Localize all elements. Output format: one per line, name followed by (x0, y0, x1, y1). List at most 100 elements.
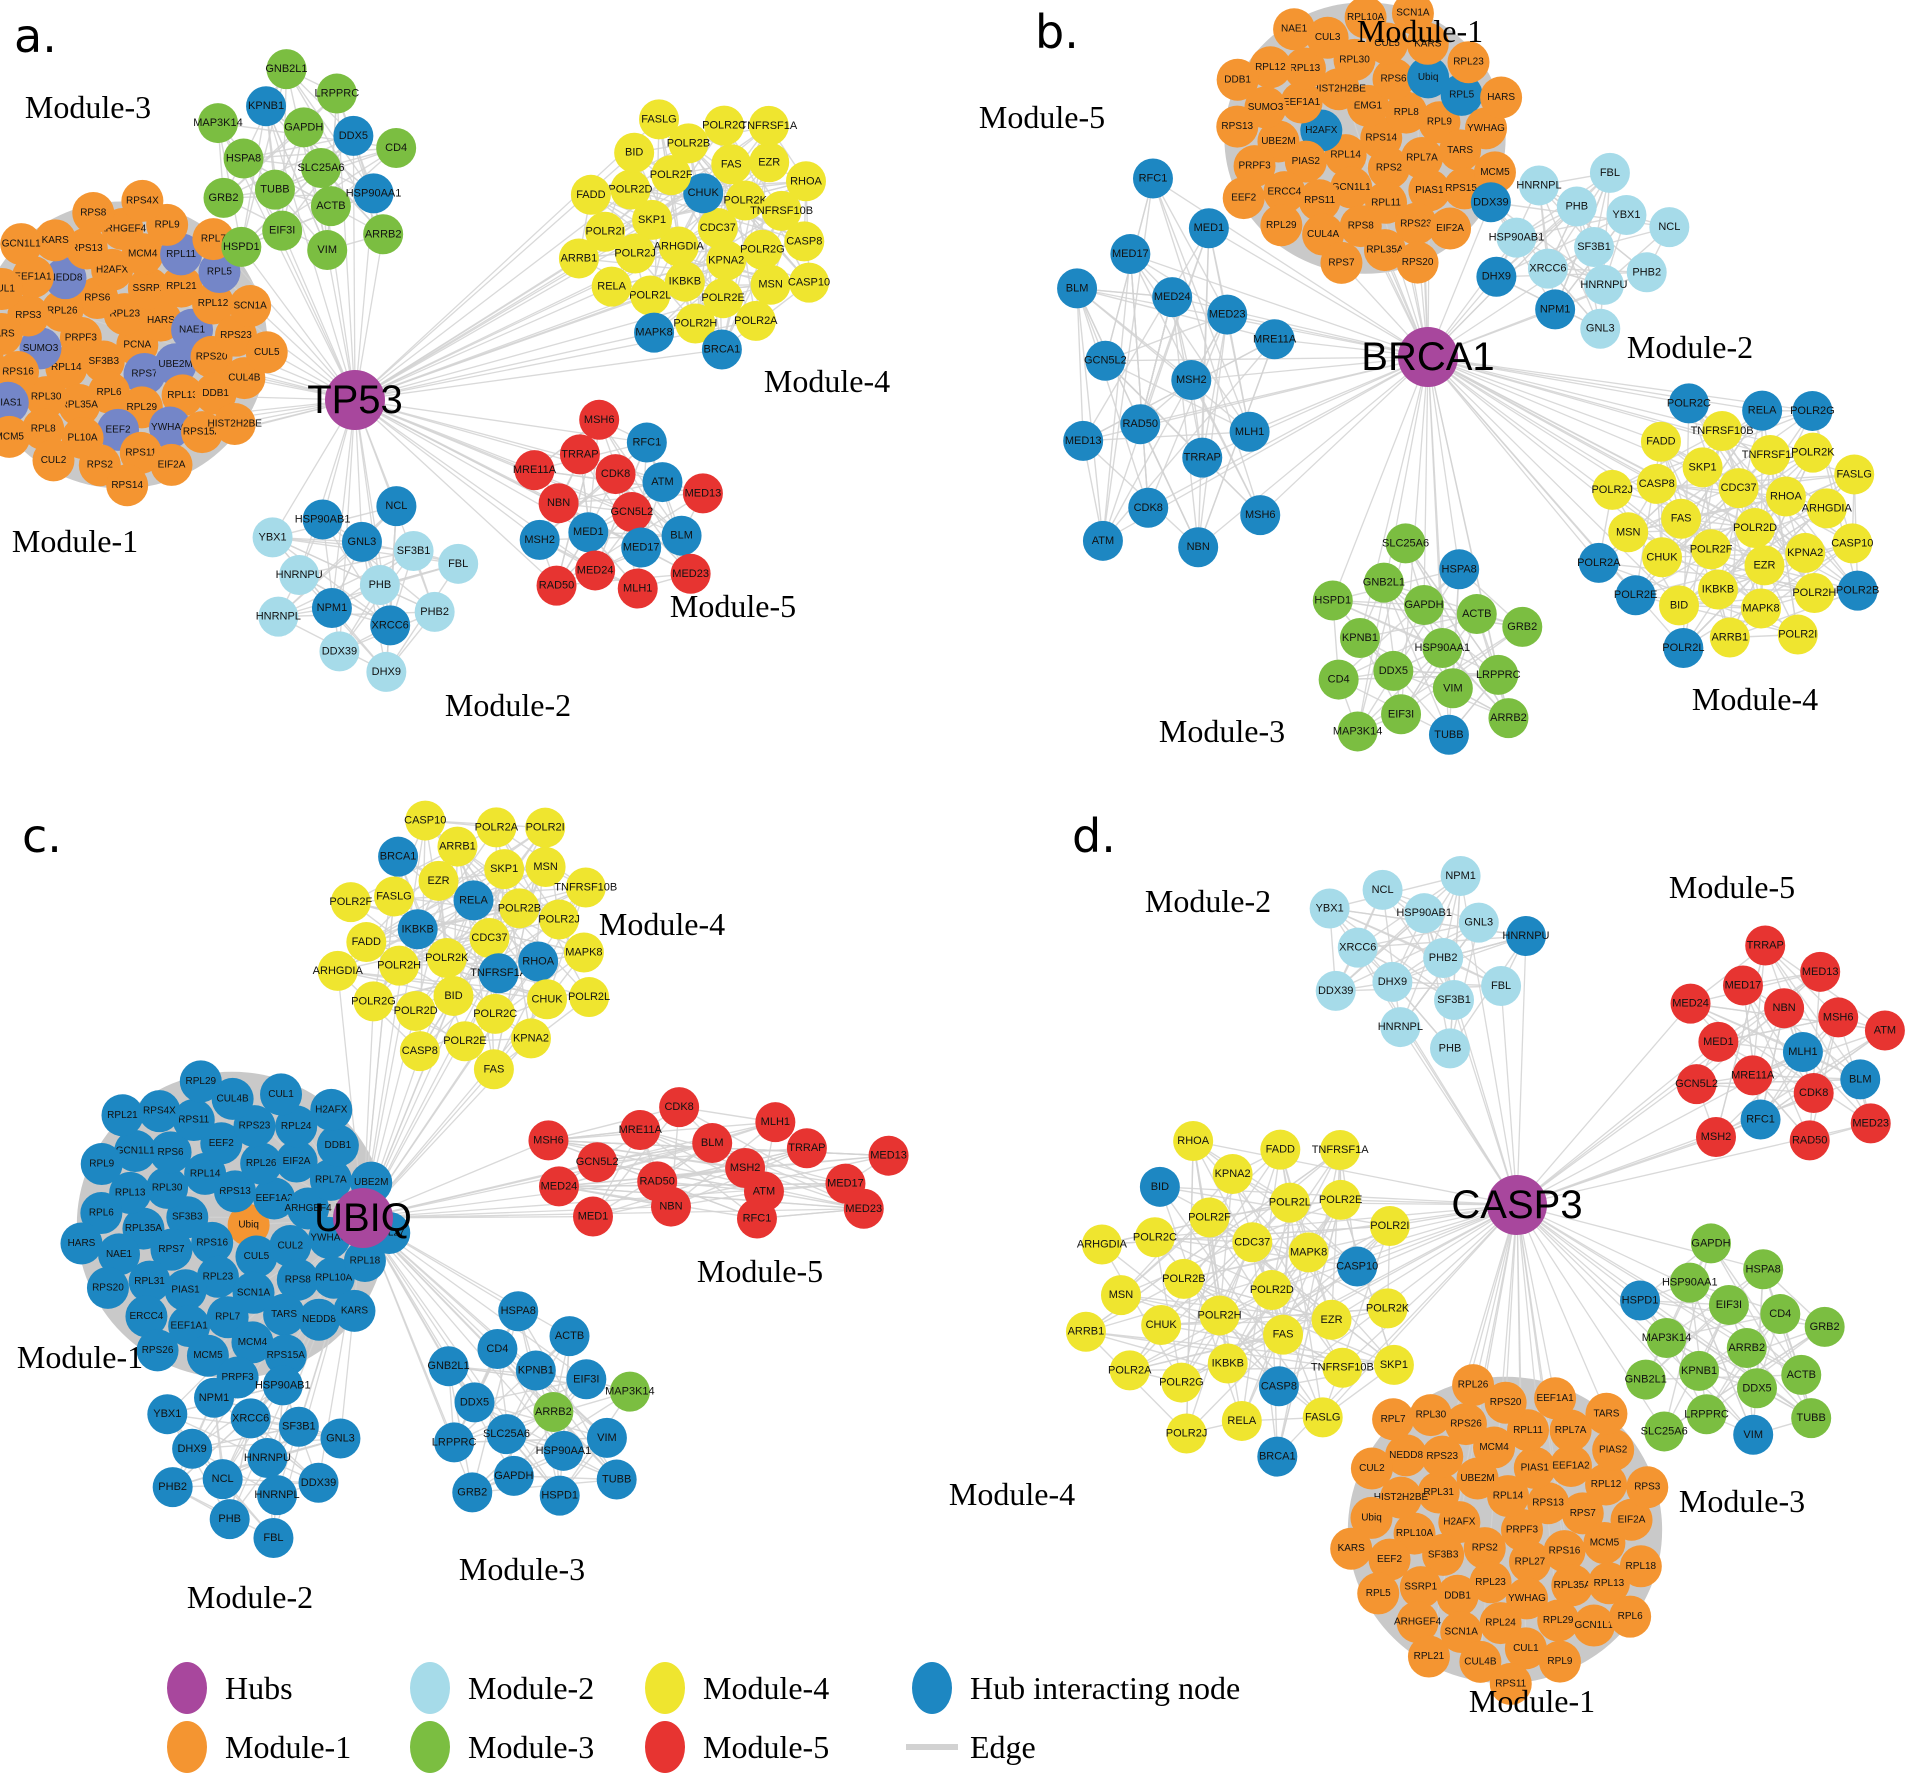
node-HSP90AA1[interactable]: HSP90AA1 (536, 1430, 592, 1471)
node-circle-POLR2G[interactable] (1161, 1362, 1202, 1403)
node-circle-MSH6[interactable] (1818, 997, 1859, 1038)
node-MSH6[interactable]: MSH6 (1240, 495, 1281, 536)
node-RPL26[interactable]: RPL26 (240, 1142, 283, 1185)
node-circle-ARHGDIA[interactable] (658, 226, 699, 267)
node-circle-YWHAG[interactable] (1506, 1577, 1549, 1620)
node-circle-KARS[interactable] (1330, 1527, 1373, 1570)
node-circle-CD4[interactable] (477, 1329, 518, 1370)
node-circle-CDC37[interactable] (469, 918, 510, 958)
node-circle-ARRB2[interactable] (1726, 1328, 1767, 1368)
node-CASP8[interactable]: CASP8 (1636, 463, 1677, 504)
node-RPL7A[interactable]: RPL7A (309, 1158, 352, 1201)
node-circle-MED13[interactable] (682, 473, 723, 514)
node-HSPA8[interactable]: HSPA8 (1439, 549, 1480, 590)
node-circle-DHX9[interactable] (1476, 256, 1517, 297)
node-KPNA2[interactable]: KPNA2 (510, 1018, 551, 1059)
node-SLC25A6[interactable]: SLC25A6 (297, 148, 345, 188)
node-circle-VIM[interactable] (586, 1417, 627, 1458)
node-circle-MAP3K14[interactable] (197, 103, 238, 144)
node-RAD50[interactable]: RAD50 (536, 565, 577, 606)
node-RPL24[interactable]: RPL24 (275, 1105, 318, 1148)
node-circle-EIF3I[interactable] (1381, 694, 1422, 735)
node-ARHGDIA[interactable]: ARHGDIA (1077, 1224, 1128, 1265)
node-ARRB2[interactable]: ARRB2 (1726, 1328, 1767, 1368)
node-MAP3K14[interactable]: MAP3K14 (193, 103, 243, 144)
node-POLR2A[interactable]: POLR2A (475, 807, 519, 848)
node-circle-KPNB1[interactable] (246, 86, 287, 127)
node-circle-TUBB[interactable] (596, 1459, 637, 1500)
node-FADD[interactable]: FADD (1640, 421, 1681, 462)
node-circle-RPL13[interactable] (161, 374, 204, 417)
node-KPNB1[interactable]: KPNB1 (515, 1350, 556, 1391)
node-circle-NCL[interactable] (376, 486, 417, 527)
node-TRRAP[interactable]: TRRAP (559, 434, 600, 475)
node-POLR2K[interactable]: POLR2K (1366, 1288, 1410, 1329)
node-SKP1[interactable]: SKP1 (632, 199, 673, 240)
node-FADD[interactable]: FADD (1260, 1129, 1301, 1170)
node-circle-KPNB1[interactable] (1679, 1350, 1720, 1391)
node-NEDD8[interactable]: NEDD8 (1385, 1434, 1428, 1477)
node-circle-LRPPRC[interactable] (316, 73, 357, 114)
node-circle-HNRNPU[interactable] (1505, 915, 1546, 956)
hub-node-ubiq[interactable]: UBIQ (314, 1188, 412, 1248)
node-MED1[interactable]: MED1 (1188, 208, 1229, 249)
node-RFC1[interactable]: RFC1 (736, 1198, 777, 1239)
node-circle-ARHGEF4[interactable] (287, 1187, 330, 1230)
node-CASP10[interactable]: CASP10 (788, 262, 830, 303)
node-circle-PRPF3[interactable] (1500, 1509, 1543, 1551)
node-MSH2[interactable]: MSH2 (1171, 360, 1212, 400)
node-circle-POLR2J[interactable] (1166, 1413, 1207, 1454)
node-circle-CUL5[interactable] (235, 1235, 278, 1278)
node-RPL13[interactable]: RPL13 (161, 374, 204, 417)
node-ACTB[interactable]: ACTB (310, 186, 351, 227)
node-circle-RPS13[interactable] (1527, 1482, 1570, 1525)
node-MED24[interactable]: MED24 (1670, 983, 1711, 1024)
node-circle-ARRB1[interactable] (1709, 617, 1750, 658)
node-POLR2K[interactable]: POLR2K (1791, 432, 1835, 473)
node-POLR2C[interactable]: POLR2C (1667, 383, 1711, 424)
node-circle-HSPA8[interactable] (223, 138, 264, 179)
node-circle-HSPD1[interactable] (1620, 1280, 1661, 1321)
node-DDB1[interactable]: DDB1 (316, 1124, 359, 1167)
node-circle-HSP90AA1[interactable] (543, 1430, 584, 1471)
node-circle-EEF1A2[interactable] (1549, 1444, 1592, 1487)
node-circle-RHOA[interactable] (518, 941, 559, 982)
node-TNFRSF10B[interactable]: TNFRSF10B (750, 190, 813, 231)
node-circle-SLC25A6[interactable] (301, 148, 342, 188)
node-POLR2D[interactable]: POLR2D (1250, 1270, 1294, 1310)
node-PIAS1[interactable]: PIAS1 (1513, 1446, 1556, 1489)
node-circle-FASLG[interactable] (374, 876, 415, 917)
node-circle-YWHAG[interactable] (148, 406, 191, 449)
node-circle-POLR2A[interactable] (476, 807, 517, 848)
node-circle-RPS11[interactable] (172, 1099, 215, 1142)
node-circle-NPM1[interactable] (1440, 855, 1481, 896)
node-RAD50[interactable]: RAD50 (1789, 1120, 1830, 1161)
node-BRCA1[interactable]: BRCA1 (701, 329, 742, 370)
node-MSH6[interactable]: MSH6 (579, 399, 620, 440)
node-circle-CUL4B[interactable] (1459, 1640, 1502, 1683)
hub-node-brca1[interactable]: BRCA1 (1361, 327, 1495, 387)
node-circle-POLR2B[interactable] (499, 888, 540, 929)
node-circle-ACTB[interactable] (549, 1316, 590, 1357)
node-DHX9[interactable]: DHX9 (1476, 256, 1517, 297)
node-circle-RPL27[interactable] (1508, 1540, 1551, 1583)
node-circle-CD4[interactable] (1760, 1294, 1801, 1335)
node-circle-RPL21[interactable] (1407, 1635, 1450, 1678)
node-circle-RPS20[interactable] (1484, 1381, 1527, 1424)
node-FADD[interactable]: FADD (570, 174, 611, 215)
node-circle-RPL13[interactable] (1283, 47, 1326, 90)
node-circle-HSPD1[interactable] (221, 226, 262, 267)
node-circle-RPL7A[interactable] (1549, 1409, 1592, 1452)
node-circle-HSPD1[interactable] (539, 1475, 580, 1516)
node-NPM1[interactable]: NPM1 (1535, 289, 1576, 330)
node-FAS[interactable]: FAS (1661, 498, 1702, 539)
node-HNRNPL[interactable]: HNRNPL (1378, 1007, 1423, 1048)
node-TARS[interactable]: TARS (0, 313, 23, 355)
node-RPS26[interactable]: RPS26 (136, 1329, 179, 1372)
node-EIF2A[interactable]: EIF2A (275, 1140, 318, 1183)
node-circle-CASP10[interactable] (1337, 1246, 1378, 1287)
node-circle-ARHGDIA[interactable] (317, 950, 358, 991)
node-MLH1[interactable]: MLH1 (617, 568, 658, 609)
node-circle-UBE2M[interactable] (1456, 1457, 1499, 1500)
node-XRCC6[interactable]: XRCC6 (1337, 927, 1378, 968)
